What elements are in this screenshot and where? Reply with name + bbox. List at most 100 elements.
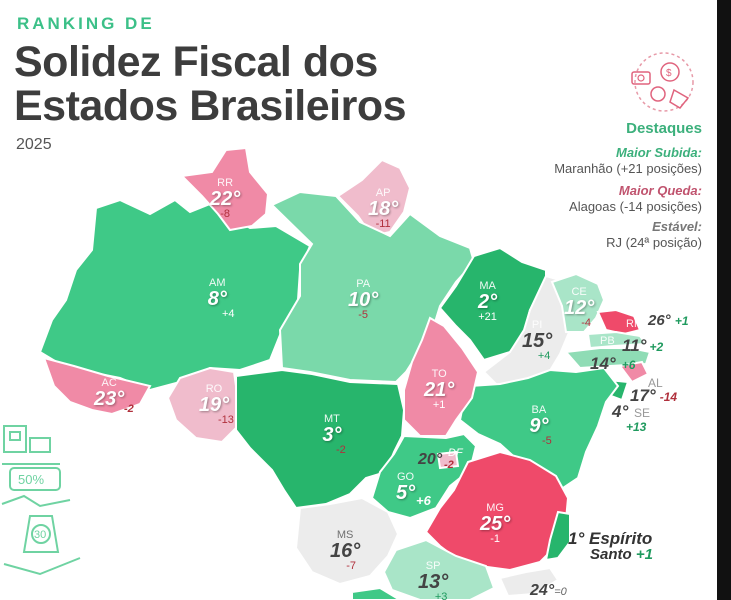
state-label-rj: 24°=0 [530, 583, 567, 599]
state-rank-ac: 23° [94, 388, 125, 410]
state-code-rr: RR [217, 177, 234, 189]
state-shape-mg [424, 450, 570, 572]
state-label-rn: RN [626, 319, 642, 330]
state-code-ap: AP [375, 187, 391, 199]
state-shape-ms [294, 496, 400, 586]
state-change-ms: -7 [346, 560, 357, 572]
state-code-mt: MT [323, 413, 340, 425]
state-code-al: AL [648, 376, 663, 390]
kicker-text: RANKING DE [17, 14, 155, 33]
state-label-mt: MT 3° -2 [318, 413, 346, 456]
state-rank-df: 20° [418, 451, 443, 468]
state-change-rj: =0 [554, 586, 567, 598]
state-code-ce: CE [571, 286, 587, 298]
state-rank-ce: 12° [564, 297, 595, 319]
state-label-rr: RR 22° -8 [210, 178, 240, 220]
state-shape-al [618, 360, 650, 384]
state-label-ba: BA 9° -5 [526, 404, 552, 447]
state-label-pi: PI 15° +4 [522, 320, 552, 362]
state-rank-ma: 2° [478, 291, 498, 313]
state-label-ac: AC 23° [94, 377, 125, 410]
state-change-df: -2 [444, 459, 454, 471]
state-rank-rn: 26° +1 [648, 312, 689, 329]
state-code-to: TO [431, 368, 447, 380]
state-change-to: +1 [432, 399, 446, 411]
state-code-go: GO [397, 471, 415, 483]
state-rank-pb: 11° +2 [622, 336, 664, 355]
state-change-ma: +21 [478, 311, 497, 323]
state-shape-rn [596, 308, 642, 336]
state-code-ma: MA [479, 280, 496, 292]
state-change-ac: -2 [124, 403, 134, 415]
state-change-pa: -5 [358, 309, 369, 321]
state-shape-ce [550, 272, 606, 333]
state-shape-to [403, 316, 480, 437]
state-change-pi: +4 [537, 350, 551, 362]
coins-money-icon: $ [631, 52, 694, 112]
state-shape-rj [498, 566, 560, 598]
state-rank-to: 21° [424, 379, 455, 401]
state-shape-ac [42, 356, 152, 416]
state-label-mg: MG 25° -1 [480, 503, 510, 545]
state-change-ap: -11 [375, 218, 391, 230]
state-rank-sp: 13° [418, 571, 449, 593]
state-code-sp: SP [425, 560, 441, 572]
state-label-am: AM 8° +4 [200, 278, 235, 320]
discount-shopping-icon: 50% 30 [1, 425, 81, 576]
state-code-ac: AC [101, 377, 117, 389]
state-change-rr: -8 [220, 208, 231, 220]
highlight-value-drop: Alagoas (-14 posições) [569, 199, 702, 214]
state-code-rn: RN [626, 318, 642, 330]
state-rank-rr: 22° [210, 188, 241, 210]
state-rank-se: 4° [612, 402, 629, 421]
highlight-label-drop: Maior Queda: [618, 183, 702, 198]
state-code-pb: PB [600, 335, 615, 347]
state-label-go: GO 5° [396, 471, 416, 504]
title-line-2: Estados Brasileiros [14, 82, 407, 130]
state-label-es: 1° Espírito Santo +1 [568, 530, 653, 562]
state-code-df: DF [448, 447, 463, 459]
year-label: 2025 [16, 136, 52, 153]
state-code-se: SE [634, 406, 651, 420]
state-shape-pb [586, 330, 648, 350]
state-shape-am [38, 198, 312, 392]
state-rank-ap: 18° [368, 198, 399, 220]
state-rank-go: 5° [396, 482, 416, 504]
state-code-pe: PE [650, 359, 667, 373]
title-line-1: Solidez Fiscal dos [14, 38, 378, 86]
state-change-mt: -2 [336, 444, 346, 456]
state-rank-rj: 24° [530, 582, 555, 599]
state-shape-df [436, 450, 460, 470]
svg-text:$: $ [666, 68, 672, 79]
state-rank-es: Santo +1 [590, 546, 653, 563]
state-rank-ms: 16° [330, 540, 361, 562]
svg-text:50%: 50% [18, 472, 44, 487]
state-change-ba: -5 [542, 435, 552, 447]
state-code-ms: MS [336, 529, 354, 541]
state-label-sp: SP 13° +3 [418, 561, 448, 600]
state-shape-es [544, 510, 571, 562]
state-label-pb: PB [600, 336, 615, 347]
state-rank-mg: 25° [480, 513, 511, 535]
state-label-ms: MS 16° -7 [330, 530, 360, 572]
state-label-ap: AP 18° -11 [368, 188, 398, 230]
state-change-go: +6 [416, 493, 431, 508]
state-change-se: +13 [626, 420, 647, 434]
state-code-pa: PA [356, 278, 371, 290]
state-label-pa: PA 10° -5 [348, 279, 378, 321]
state-change-ce: -4 [581, 317, 592, 329]
highlights-title: Destaques [626, 120, 702, 137]
state-shape-pr [351, 586, 402, 600]
state-code-ba: BA [531, 404, 547, 416]
state-shape-mt [235, 368, 406, 510]
state-change-am: +4 [222, 308, 235, 320]
highlight-value-stable: RJ (24ª posição) [606, 235, 702, 250]
state-rank-al: 17° -14 [630, 386, 678, 405]
state-rank-ro: 19° [198, 394, 230, 416]
state-label-ma: MA 2° +21 [478, 281, 497, 323]
state-change-mg: -1 [490, 533, 501, 545]
state-shape-ba [458, 366, 620, 492]
highlight-value-rise: Maranhão (+21 posições) [554, 161, 702, 176]
svg-text:30: 30 [34, 529, 46, 541]
